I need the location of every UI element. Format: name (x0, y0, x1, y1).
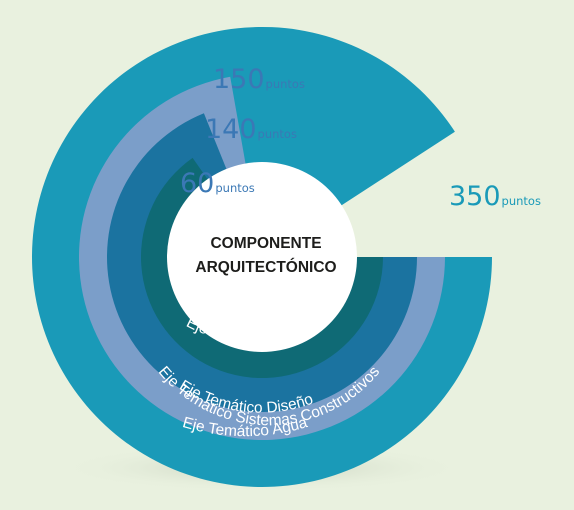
center-hole (167, 162, 357, 352)
points-label-agua: 350puntos (449, 181, 541, 212)
points-label-sistemas: 140puntos (205, 114, 297, 145)
points-label-diseno: 150puntos (213, 64, 305, 95)
center-title-line-1: COMPONENTE (210, 235, 321, 252)
points-label-energia: 60puntos (180, 168, 255, 199)
center-title-line-2: ARQUITECTÓNICO (195, 258, 336, 276)
